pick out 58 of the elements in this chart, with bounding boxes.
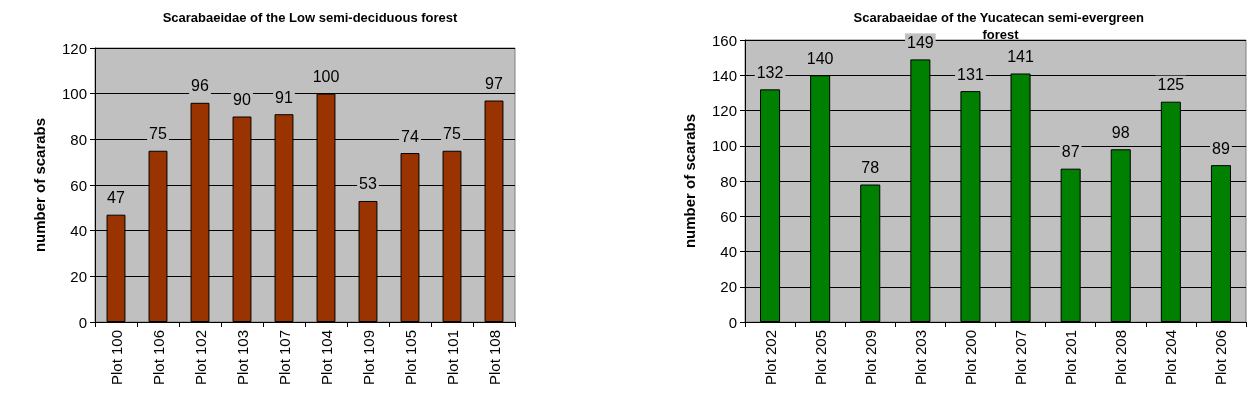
data-label: 87 bbox=[1061, 143, 1080, 161]
x-tick-label: Plot 200 bbox=[961, 330, 979, 386]
y-tick-label: 140 bbox=[711, 66, 737, 84]
x-tick-label: Plot 208 bbox=[1112, 330, 1130, 386]
x-tick-label: Plot 206 bbox=[1212, 330, 1230, 386]
y-tick-label: 80 bbox=[720, 172, 737, 190]
x-tick-label: Plot 105 bbox=[401, 330, 419, 386]
x-tick-label: Plot 205 bbox=[811, 330, 829, 386]
data-label: 75 bbox=[443, 125, 461, 143]
y-tick-label: 160 bbox=[711, 31, 737, 49]
data-label: 96 bbox=[191, 77, 209, 95]
x-tick-label: Plot 104 bbox=[317, 330, 335, 386]
data-label: 78 bbox=[861, 159, 880, 177]
x-tick-label: Plot 102 bbox=[191, 330, 209, 386]
x-tick-label: Plot 207 bbox=[1012, 330, 1030, 386]
x-tick-label: Plot 106 bbox=[149, 330, 167, 386]
x-tick-label: Plot 204 bbox=[1162, 330, 1180, 386]
data-label: 98 bbox=[1111, 123, 1130, 141]
data-label: 141 bbox=[1007, 47, 1034, 65]
y-tick-label: 60 bbox=[720, 207, 737, 225]
y-tick-label: 40 bbox=[70, 222, 87, 240]
y-tick-label: 40 bbox=[720, 243, 737, 260]
data-label: 75 bbox=[149, 125, 167, 143]
data-label: 125 bbox=[1157, 76, 1185, 94]
y-tick-label: 0 bbox=[728, 313, 737, 331]
x-tick-label: Plot 201 bbox=[1062, 330, 1080, 386]
y-tick-label: 80 bbox=[70, 130, 87, 148]
x-tick-label: Plot 100 bbox=[107, 330, 125, 386]
x-tick-label: Plot 202 bbox=[761, 330, 779, 386]
x-tick-label: Plot 108 bbox=[485, 330, 503, 386]
y-tick-label: 20 bbox=[70, 267, 87, 285]
chart-title: Scarabaeidae of the Low semi-deciduous forest bbox=[162, 10, 459, 25]
x-tick-label: Plot 103 bbox=[233, 330, 251, 386]
x-tick-label: Plot 203 bbox=[911, 330, 929, 386]
y-tick-label: 120 bbox=[61, 39, 87, 57]
y-tick-label: 120 bbox=[711, 102, 737, 119]
x-tick-label: Plot 101 bbox=[443, 330, 461, 386]
data-label: 53 bbox=[359, 175, 377, 193]
data-label: 131 bbox=[957, 65, 984, 83]
data-label: 74 bbox=[401, 127, 419, 145]
y-tick-label: 0 bbox=[78, 313, 87, 331]
data-label: 89 bbox=[1212, 139, 1230, 157]
y-axis-title: number of scarabs bbox=[681, 113, 698, 249]
data-label: 91 bbox=[275, 88, 293, 106]
x-tick-label: Plot 209 bbox=[861, 330, 879, 386]
y-tick-label: 20 bbox=[720, 278, 737, 296]
data-label: 132 bbox=[756, 63, 784, 81]
y-tick-label: 100 bbox=[61, 85, 87, 103]
data-label: 97 bbox=[485, 75, 503, 93]
data-label: 47 bbox=[107, 189, 125, 207]
data-label: 100 bbox=[312, 68, 340, 86]
data-label: 140 bbox=[806, 49, 834, 67]
x-tick-label: Plot 109 bbox=[359, 330, 377, 386]
y-axis-title: number of scarabs bbox=[31, 117, 48, 253]
y-tick-label: 100 bbox=[711, 137, 737, 155]
y-tick-label: 60 bbox=[70, 176, 87, 194]
data-label: 90 bbox=[233, 91, 251, 108]
x-tick-label: Plot 107 bbox=[275, 330, 293, 386]
